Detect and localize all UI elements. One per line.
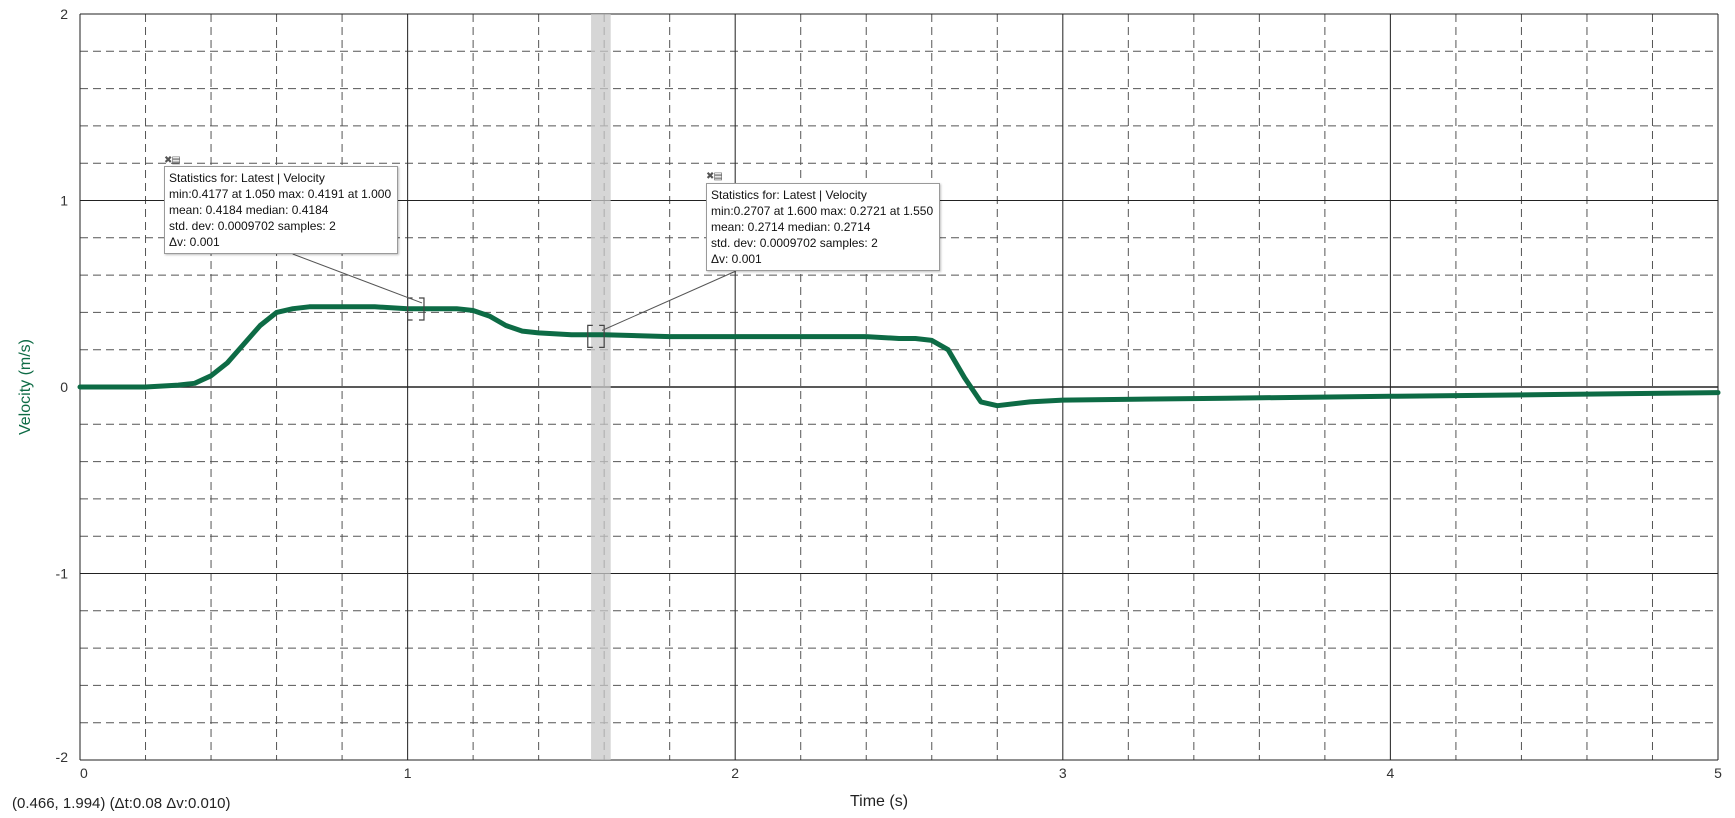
statistics-box-1[interactable]: Statistics for: Latest | Velocity min:0.… — [164, 166, 399, 254]
stat-line: Δv: 0.001 — [711, 252, 762, 266]
stat-line: min:0.2707 at 1.600 max: 0.2721 at 1.550 — [711, 204, 934, 218]
x-tick-label: 5 — [1714, 765, 1722, 781]
stat-line: std. dev: 0.0009702 samples: 2 — [711, 236, 878, 250]
x-tick-label: 2 — [731, 765, 739, 781]
stat-line: mean: 0.2714 median: 0.2714 — [711, 220, 871, 234]
range-bracket-right — [599, 324, 605, 348]
stat-line: mean: 0.4184 median: 0.4184 — [169, 203, 329, 217]
y-tick-label: 1 — [60, 193, 68, 209]
statistics-box-2[interactable]: Statistics for: Latest | Velocity min:0.… — [706, 183, 941, 271]
selection-highlight-band — [591, 14, 611, 760]
y-tick-label: 2 — [60, 6, 68, 22]
x-tick-label: 0 — [80, 765, 88, 781]
annotation-leader-line — [292, 253, 423, 304]
annotation-leaders — [292, 253, 737, 348]
range-bracket-left — [587, 324, 593, 348]
x-tick-label: 4 — [1387, 765, 1395, 781]
velocity-series-line — [77, 304, 1721, 409]
y-tick-label: 0 — [60, 379, 68, 395]
x-axis-title: Time (s) — [850, 793, 908, 810]
range-bracket-right — [418, 297, 425, 321]
stats-options-icon[interactable]: ✖▤ — [706, 171, 723, 182]
cursor-coordinate-readout: (0.466, 1.994) (Δt:0.08 Δv:0.010) — [12, 795, 231, 812]
stat-line: Statistics for: Latest | Velocity — [711, 188, 867, 202]
series-layer — [77, 304, 1721, 409]
stat-line: Δv: 0.001 — [169, 235, 220, 249]
x-tick-label: 3 — [1059, 765, 1067, 781]
y-axis-title: Velocity (m/s) — [17, 339, 34, 435]
x-tick-label: 1 — [404, 765, 412, 781]
stats-options-icon[interactable]: ✖▤ — [164, 155, 181, 166]
stat-line: min:0.4177 at 1.050 max: 0.4191 at 1.000 — [169, 187, 392, 201]
y-tick-label: -1 — [56, 566, 69, 582]
annotation-leader-line — [601, 270, 737, 331]
stat-line: Statistics for: Latest | Velocity — [169, 171, 325, 185]
tick-labels: 0 1 2 3 4 5 2 1 0 -1 -2 — [56, 6, 1723, 781]
y-tick-label: -2 — [56, 749, 69, 765]
minor-grid — [80, 14, 1718, 760]
stat-line: std. dev: 0.0009702 samples: 2 — [169, 219, 336, 233]
